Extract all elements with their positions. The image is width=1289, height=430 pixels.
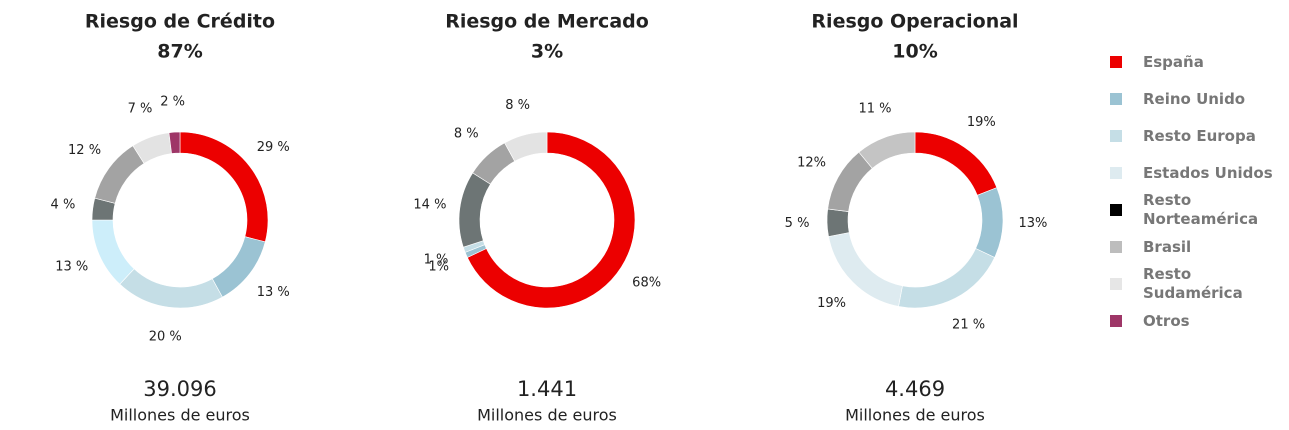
legend-item: Estados Unidos bbox=[1110, 161, 1289, 185]
slice-label: 11 % bbox=[859, 101, 892, 116]
slice-label: 13 % bbox=[257, 285, 290, 300]
slice bbox=[914, 131, 998, 196]
legend-label: Brasil bbox=[1143, 237, 1192, 256]
legend-label: España bbox=[1143, 52, 1204, 71]
slice-label: 12% bbox=[797, 156, 826, 171]
slice bbox=[91, 219, 135, 285]
legend-label: Estados Unidos bbox=[1143, 163, 1273, 182]
chart-subtitle: 10% bbox=[892, 41, 937, 63]
slice-label: 13 % bbox=[55, 259, 88, 274]
legend-swatch bbox=[1110, 56, 1122, 68]
slice-label: 20 % bbox=[149, 330, 182, 345]
slice-label: 68% bbox=[632, 276, 661, 291]
legend-swatch bbox=[1110, 204, 1122, 216]
slice-label: 29 % bbox=[257, 140, 290, 155]
slice-label: 12 % bbox=[68, 143, 101, 158]
legend-swatch bbox=[1110, 167, 1122, 179]
slice bbox=[504, 131, 548, 162]
legend-label: Resto Sudamérica bbox=[1143, 265, 1243, 302]
slice-label: 4 % bbox=[51, 198, 76, 213]
slice-label: 8 % bbox=[454, 126, 479, 141]
legend-item: Resto Europa bbox=[1110, 124, 1289, 148]
legend-item: España bbox=[1110, 50, 1289, 74]
slice-label: 14 % bbox=[413, 198, 446, 213]
legend-swatch bbox=[1110, 315, 1122, 327]
slice-label: 5 % bbox=[785, 216, 810, 231]
slice bbox=[119, 268, 223, 309]
legend-item: Resto Sudamérica bbox=[1110, 265, 1289, 302]
total: 1.441 bbox=[517, 377, 577, 401]
slice bbox=[858, 131, 916, 169]
total: 39.096 bbox=[143, 377, 216, 401]
total: 4.469 bbox=[885, 377, 945, 401]
legend-label: Resto Norteamérica bbox=[1143, 191, 1259, 228]
slice bbox=[827, 151, 873, 212]
slice bbox=[168, 131, 181, 154]
legend-swatch bbox=[1110, 130, 1122, 142]
slice bbox=[466, 131, 636, 309]
slice-label: 1 % bbox=[424, 252, 449, 267]
legend-swatch bbox=[1110, 93, 1122, 105]
chart-subtitle: 87% bbox=[157, 41, 202, 63]
slice-label: 13% bbox=[1018, 216, 1047, 231]
slice bbox=[975, 187, 1004, 258]
legend-label: Otros bbox=[1143, 311, 1190, 330]
unit: Millones de euros bbox=[845, 406, 985, 425]
slice-label: 8 % bbox=[505, 98, 530, 113]
legend-item: Reino Unido bbox=[1110, 87, 1289, 111]
legend-label: Reino Unido bbox=[1143, 89, 1246, 108]
slice bbox=[898, 248, 996, 309]
slice bbox=[458, 172, 491, 248]
legend-item: Resto Norteamérica bbox=[1110, 191, 1289, 228]
unit: Millones de euros bbox=[477, 406, 617, 425]
legend-item: Brasil bbox=[1110, 235, 1289, 259]
legend-label: Resto Europa bbox=[1143, 126, 1256, 145]
slice bbox=[94, 145, 145, 204]
slice-label: 2 % bbox=[160, 95, 185, 110]
chart-title: Riesgo Operacional bbox=[811, 11, 1018, 33]
legend-swatch bbox=[1110, 278, 1122, 290]
slice-label: 1% bbox=[428, 259, 449, 274]
chart-title: Riesgo de Mercado bbox=[445, 11, 649, 33]
slice-label: 19% bbox=[817, 296, 846, 311]
slice-label: 7 % bbox=[128, 101, 153, 116]
chart-subtitle: 3% bbox=[531, 41, 563, 63]
slice-label: 21 % bbox=[952, 318, 985, 333]
legend-item: Otros bbox=[1110, 309, 1289, 333]
unit: Millones de euros bbox=[110, 406, 250, 425]
slice bbox=[179, 131, 269, 243]
legend-swatch bbox=[1110, 241, 1122, 253]
slice-label: 19% bbox=[967, 115, 996, 130]
chart-title: Riesgo de Crédito bbox=[85, 11, 275, 33]
slice bbox=[826, 208, 850, 237]
